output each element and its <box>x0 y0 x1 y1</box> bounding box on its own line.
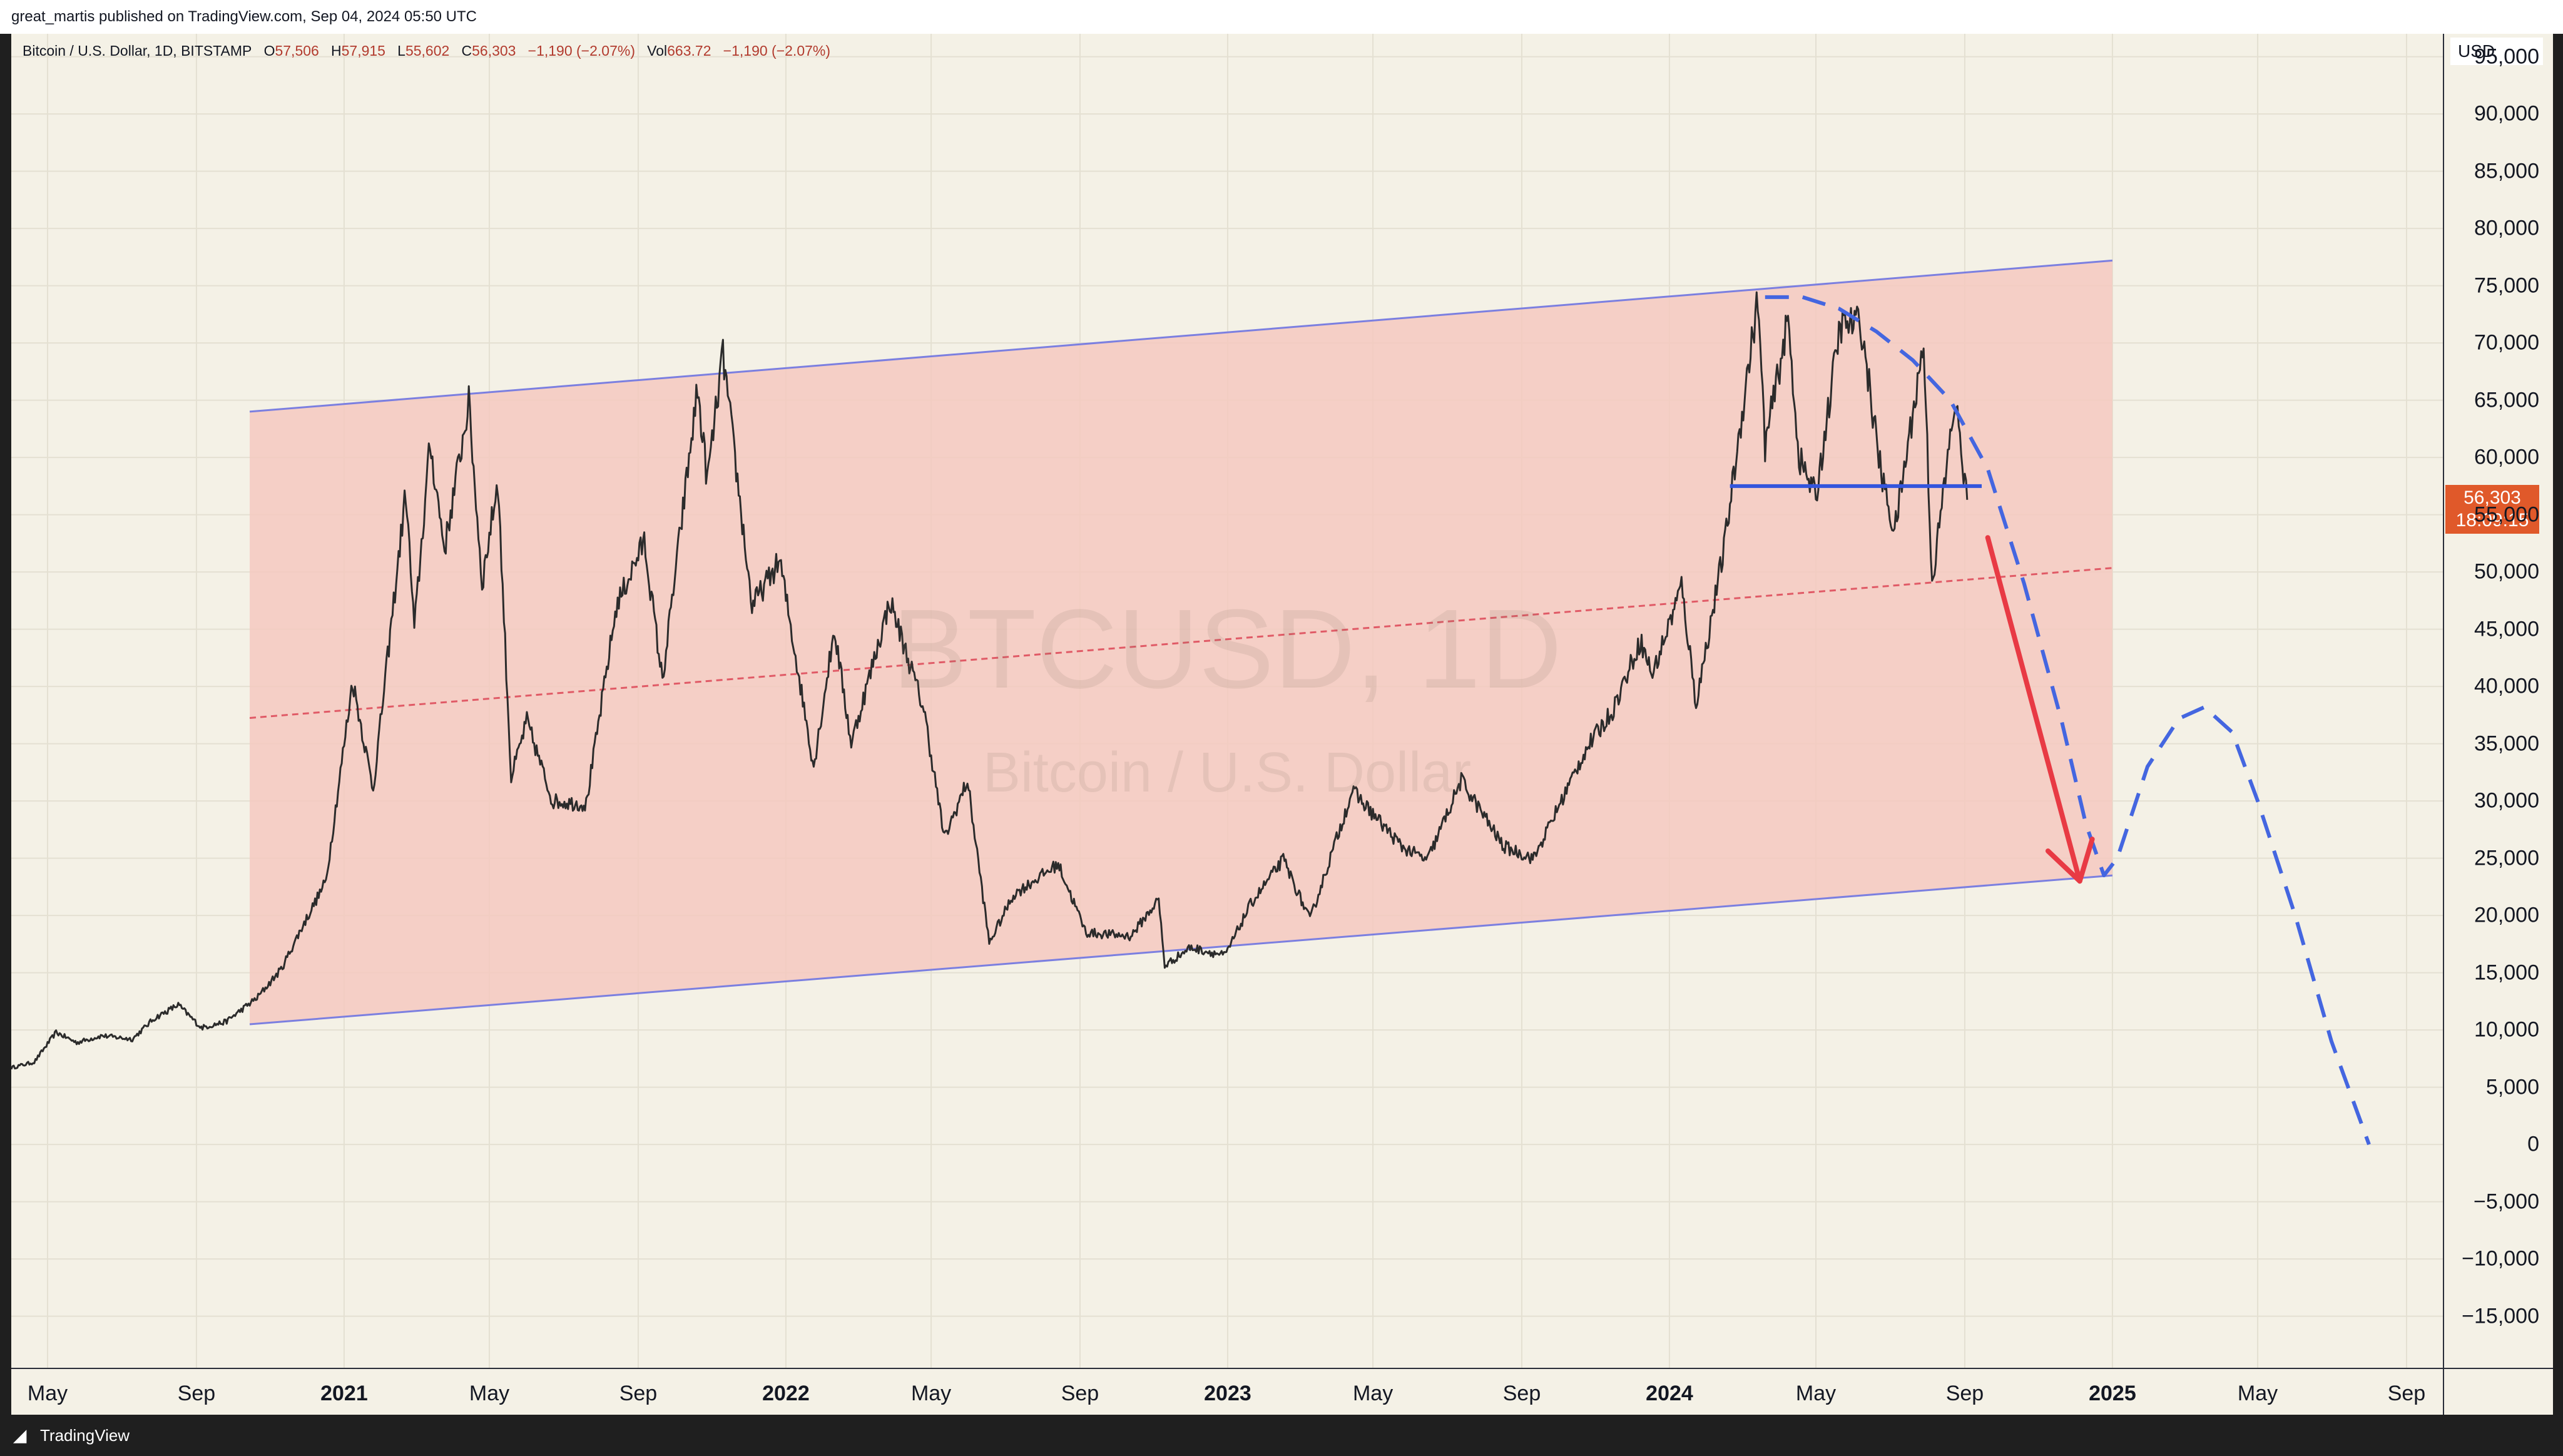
legend-symbol: Bitcoin / U.S. Dollar, 1D, BITSTAMP <box>23 43 252 59</box>
y-tick-label: 20,000 <box>2474 903 2539 927</box>
y-tick-label: −10,000 <box>2462 1246 2539 1271</box>
y-tick-label: 50,000 <box>2474 559 2539 584</box>
y-tick-label: 75,000 <box>2474 273 2539 298</box>
price-series-line <box>11 291 1969 1070</box>
watermark-name: Bitcoin / U.S. Dollar <box>982 741 1472 804</box>
x-tick-label: Sep <box>1945 1382 1984 1405</box>
ohlc-legend: Bitcoin / U.S. Dollar, 1D, BITSTAMP O57,… <box>23 43 830 59</box>
y-tick-label: 95,000 <box>2474 44 2539 69</box>
y-tick-label: 80,000 <box>2474 216 2539 240</box>
down-arrow-shaft <box>1985 535 2082 884</box>
legend-high-label: H <box>331 43 342 59</box>
time-scale[interactable]: May Sep 2021 May Sep 2022 May Sep 2023 May Sep 2024… <box>11 1368 2443 1416</box>
chart-pane[interactable]: BTCUSD, 1D Bitcoin / U.S. Dollar Bitcoin… <box>11 34 2443 1368</box>
y-tick-label: −5,000 <box>2474 1189 2539 1214</box>
y-tick-label: 25,000 <box>2474 846 2539 870</box>
down-arrow-head <box>2045 837 2095 884</box>
y-tick-label: 15,000 <box>2474 960 2539 985</box>
y-tick-label: 5,000 <box>2485 1075 2539 1099</box>
y-tick-label: 35,000 <box>2474 731 2539 756</box>
x-tick-label: May <box>1352 1382 1394 1405</box>
publisher-text: great_martis published on TradingView.co… <box>11 8 477 25</box>
x-tick-label: May <box>1795 1382 1837 1405</box>
x-tick-label: 2023 <box>1204 1382 1251 1405</box>
x-tick-label: Sep <box>619 1382 658 1405</box>
y-tick-label: 10,000 <box>2474 1017 2539 1042</box>
y-tick-label: 85,000 <box>2474 159 2539 183</box>
channel-upper-line <box>249 259 2113 413</box>
channel-fill <box>250 260 2112 1024</box>
y-tick-label: 45,000 <box>2474 617 2539 641</box>
legend-vol: 663.72 <box>667 43 711 59</box>
x-tick-label: 2025 <box>2089 1382 2136 1405</box>
x-tick-label: 2022 <box>762 1382 810 1405</box>
currency-selector[interactable]: USD <box>2450 38 2543 65</box>
legend-vol-label: Vol <box>647 43 668 59</box>
scale-corner <box>2443 1368 2553 1416</box>
y-tick-label: 90,000 <box>2474 101 2539 126</box>
chart-plot[interactable] <box>11 34 2443 1368</box>
x-tick-label: Sep <box>1061 1382 1099 1405</box>
watermark-ticker: BTCUSD, 1D <box>892 586 1562 712</box>
y-tick-label: 55,000 <box>2474 502 2539 527</box>
legend-close-label: C <box>461 43 472 59</box>
x-tick-label: May <box>27 1382 68 1405</box>
legend-low: 55,602 <box>405 43 450 59</box>
bar-countdown: 18:09:15 <box>2455 509 2529 531</box>
legend-open-label: O <box>263 43 275 59</box>
footer-brand: TradingView <box>40 1426 130 1445</box>
x-tick-label: May <box>910 1382 952 1405</box>
last-price-tag: 56,303 18:09:15 <box>2445 484 2539 534</box>
x-tick-label: Sep <box>177 1382 216 1405</box>
y-tick-label: 65,000 <box>2474 388 2539 412</box>
y-tick-label: 60,000 <box>2474 445 2539 469</box>
legend-vol-change: −1,190 (−2.07%) <box>723 43 831 59</box>
y-tick-label: 70,000 <box>2474 330 2539 355</box>
channel-lower-line <box>249 874 2113 1026</box>
publisher-bar: great_martis published on TradingView.co… <box>0 0 2563 34</box>
footer-bar: ◢ TradingView <box>0 1415 2563 1456</box>
legend-close: 56,303 <box>472 43 516 59</box>
y-tick-label: −15,000 <box>2462 1304 2539 1328</box>
channel-mid-line <box>249 567 2113 719</box>
legend-high: 57,915 <box>341 43 385 59</box>
projection-curve <box>1765 295 2371 1146</box>
x-tick-label: May <box>469 1382 510 1405</box>
tradingview-logo-icon: ◢ <box>14 1426 27 1445</box>
price-scale[interactable]: USD 56,303 18:09:15 95,000 90,000 85,000 80… <box>2443 34 2553 1368</box>
x-tick-label: May <box>2237 1382 2278 1405</box>
y-tick-label: 40,000 <box>2474 674 2539 698</box>
x-tick-label: 2024 <box>1646 1382 1693 1405</box>
x-tick-label: Sep <box>1502 1382 1541 1405</box>
legend-change: −1,190 (−2.07%) <box>527 43 635 59</box>
legend-open: 57,506 <box>275 43 319 59</box>
legend-low-label: L <box>397 43 405 59</box>
last-price-value: 56,303 <box>2464 487 2521 508</box>
y-tick-label: 0 <box>2527 1132 2539 1156</box>
y-tick-label: 30,000 <box>2474 788 2539 813</box>
x-tick-label: Sep <box>2387 1382 2426 1405</box>
x-tick-label: 2021 <box>320 1382 368 1405</box>
